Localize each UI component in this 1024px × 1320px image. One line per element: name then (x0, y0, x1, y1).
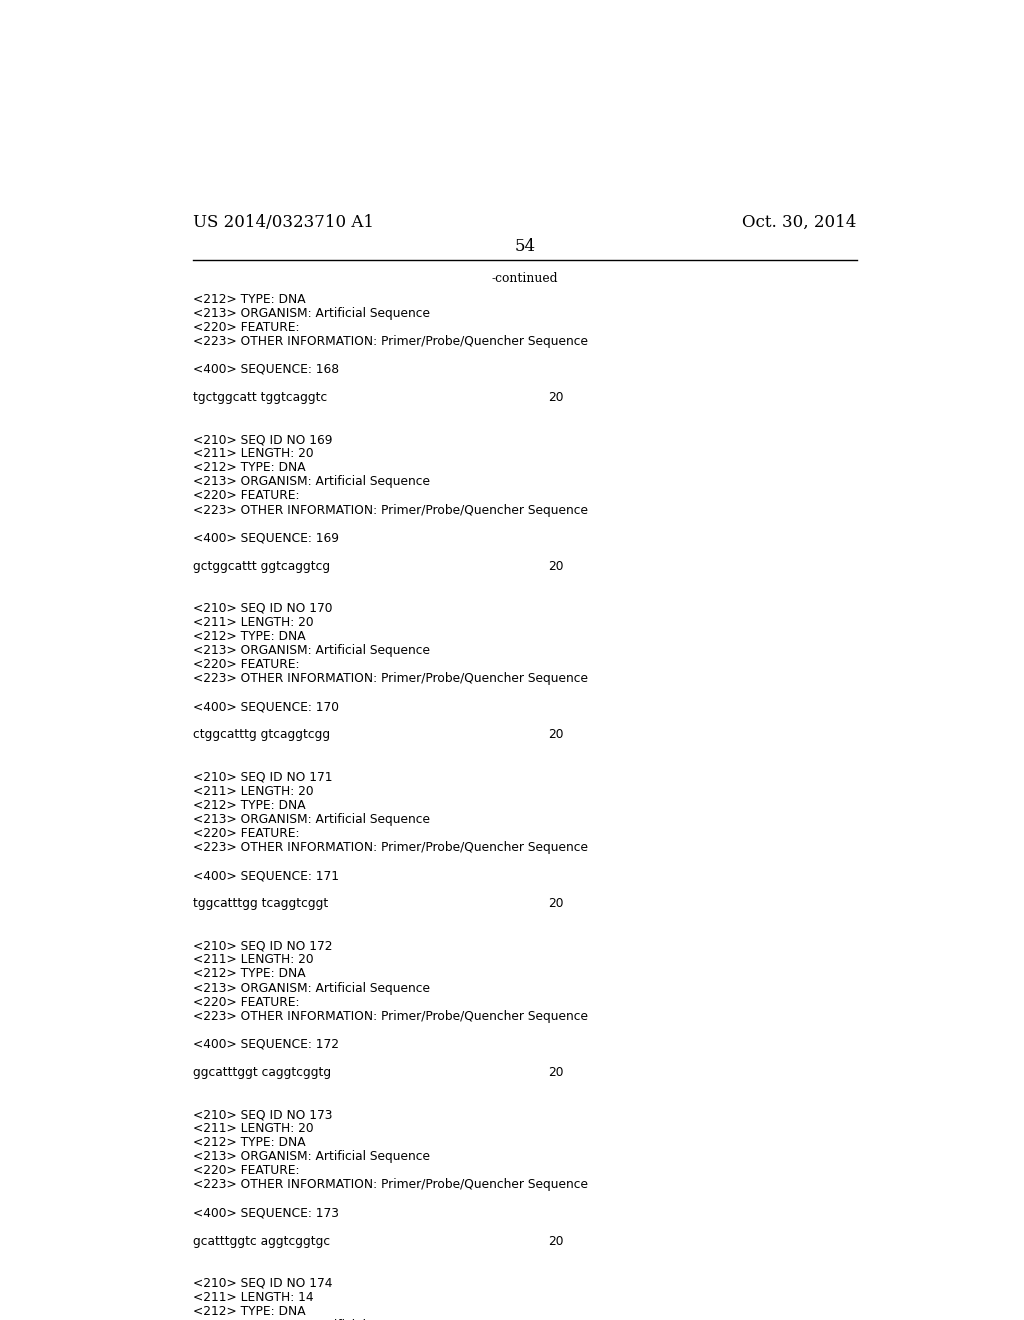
Text: Oct. 30, 2014: Oct. 30, 2014 (742, 214, 856, 231)
Text: gcatttggtc aggtcggtgc: gcatttggtc aggtcggtgc (194, 1234, 330, 1247)
Text: 20: 20 (549, 1234, 564, 1247)
Text: <400> SEQUENCE: 168: <400> SEQUENCE: 168 (194, 363, 339, 376)
Text: ggcatttggt caggtcggtg: ggcatttggt caggtcggtg (194, 1065, 331, 1078)
Text: <210> SEQ ID NO 172: <210> SEQ ID NO 172 (194, 940, 333, 952)
Text: <212> TYPE: DNA: <212> TYPE: DNA (194, 1137, 306, 1150)
Text: <400> SEQUENCE: 170: <400> SEQUENCE: 170 (194, 701, 339, 713)
Text: <212> TYPE: DNA: <212> TYPE: DNA (194, 799, 306, 812)
Text: <212> TYPE: DNA: <212> TYPE: DNA (194, 461, 306, 474)
Text: <211> LENGTH: 20: <211> LENGTH: 20 (194, 616, 313, 628)
Text: 54: 54 (514, 238, 536, 255)
Text: <212> TYPE: DNA: <212> TYPE: DNA (194, 293, 306, 305)
Text: 20: 20 (549, 898, 564, 911)
Text: <211> LENGTH: 20: <211> LENGTH: 20 (194, 784, 313, 797)
Text: <213> ORGANISM: Artificial Sequence: <213> ORGANISM: Artificial Sequence (194, 813, 430, 826)
Text: <223> OTHER INFORMATION: Primer/Probe/Quencher Sequence: <223> OTHER INFORMATION: Primer/Probe/Qu… (194, 335, 588, 347)
Text: <223> OTHER INFORMATION: Primer/Probe/Quencher Sequence: <223> OTHER INFORMATION: Primer/Probe/Qu… (194, 672, 588, 685)
Text: <220> FEATURE:: <220> FEATURE: (194, 826, 300, 840)
Text: <220> FEATURE:: <220> FEATURE: (194, 490, 300, 503)
Text: <223> OTHER INFORMATION: Primer/Probe/Quencher Sequence: <223> OTHER INFORMATION: Primer/Probe/Qu… (194, 503, 588, 516)
Text: <210> SEQ ID NO 173: <210> SEQ ID NO 173 (194, 1107, 333, 1121)
Text: <223> OTHER INFORMATION: Primer/Probe/Quencher Sequence: <223> OTHER INFORMATION: Primer/Probe/Qu… (194, 1179, 588, 1192)
Text: <220> FEATURE:: <220> FEATURE: (194, 995, 300, 1008)
Text: gctggcattt ggtcaggtcg: gctggcattt ggtcaggtcg (194, 560, 330, 573)
Text: <213> ORGANISM: Artificial Sequence: <213> ORGANISM: Artificial Sequence (194, 982, 430, 994)
Text: tggcatttgg tcaggtcggt: tggcatttgg tcaggtcggt (194, 898, 329, 911)
Text: <211> LENGTH: 20: <211> LENGTH: 20 (194, 1122, 313, 1135)
Text: <400> SEQUENCE: 169: <400> SEQUENCE: 169 (194, 532, 339, 545)
Text: <210> SEQ ID NO 170: <210> SEQ ID NO 170 (194, 602, 333, 615)
Text: 20: 20 (549, 729, 564, 742)
Text: <223> OTHER INFORMATION: Primer/Probe/Quencher Sequence: <223> OTHER INFORMATION: Primer/Probe/Qu… (194, 1010, 588, 1023)
Text: <223> OTHER INFORMATION: Primer/Probe/Quencher Sequence: <223> OTHER INFORMATION: Primer/Probe/Qu… (194, 841, 588, 854)
Text: <211> LENGTH: 20: <211> LENGTH: 20 (194, 953, 313, 966)
Text: 20: 20 (549, 391, 564, 404)
Text: US 2014/0323710 A1: US 2014/0323710 A1 (194, 214, 374, 231)
Text: 20: 20 (549, 1065, 564, 1078)
Text: <213> ORGANISM: Artificial Sequence: <213> ORGANISM: Artificial Sequence (194, 306, 430, 319)
Text: <220> FEATURE:: <220> FEATURE: (194, 321, 300, 334)
Text: <220> FEATURE:: <220> FEATURE: (194, 659, 300, 671)
Text: <400> SEQUENCE: 173: <400> SEQUENCE: 173 (194, 1206, 339, 1220)
Text: 20: 20 (549, 560, 564, 573)
Text: <210> SEQ ID NO 171: <210> SEQ ID NO 171 (194, 771, 333, 784)
Text: <212> TYPE: DNA: <212> TYPE: DNA (194, 630, 306, 643)
Text: <210> SEQ ID NO 169: <210> SEQ ID NO 169 (194, 433, 333, 446)
Text: <220> FEATURE:: <220> FEATURE: (194, 1164, 300, 1177)
Text: tgctggcatt tggtcaggtc: tgctggcatt tggtcaggtc (194, 391, 328, 404)
Text: <212> TYPE: DNA: <212> TYPE: DNA (194, 1305, 306, 1317)
Text: <211> LENGTH: 14: <211> LENGTH: 14 (194, 1291, 313, 1304)
Text: <210> SEQ ID NO 174: <210> SEQ ID NO 174 (194, 1276, 333, 1290)
Text: -continued: -continued (492, 272, 558, 285)
Text: <213> ORGANISM: Artificial Sequence: <213> ORGANISM: Artificial Sequence (194, 475, 430, 488)
Text: <400> SEQUENCE: 172: <400> SEQUENCE: 172 (194, 1038, 339, 1051)
Text: <213> ORGANISM: Artificial Sequence: <213> ORGANISM: Artificial Sequence (194, 644, 430, 657)
Text: <211> LENGTH: 20: <211> LENGTH: 20 (194, 447, 313, 461)
Text: <400> SEQUENCE: 171: <400> SEQUENCE: 171 (194, 869, 339, 882)
Text: ctggcatttg gtcaggtcgg: ctggcatttg gtcaggtcgg (194, 729, 330, 742)
Text: <212> TYPE: DNA: <212> TYPE: DNA (194, 968, 306, 981)
Text: <213> ORGANISM: Artificial Sequence: <213> ORGANISM: Artificial Sequence (194, 1150, 430, 1163)
